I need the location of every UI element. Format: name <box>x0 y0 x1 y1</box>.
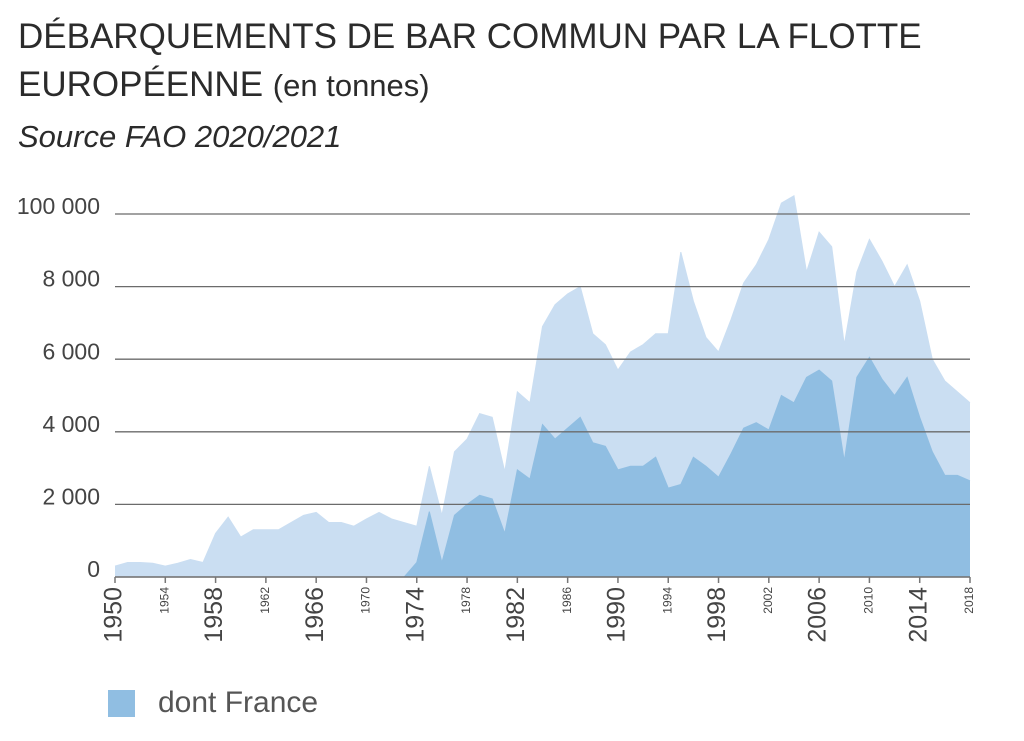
x-tick-label: 1962 <box>258 587 272 614</box>
area-line <box>114 195 971 567</box>
x-tick-label: 1982 <box>502 587 530 643</box>
x-tick-label: 1990 <box>603 587 631 643</box>
y-tick-label: 4 000 <box>42 411 100 437</box>
x-tick-label: 1970 <box>359 587 373 614</box>
chart-subtitle: Source FAO 2020/2021 <box>18 119 341 154</box>
x-tick-label: 1998 <box>703 587 731 643</box>
x-tick-label: 1978 <box>459 587 473 614</box>
x-tick-label: 1966 <box>301 587 329 643</box>
legend-label: dont France <box>158 686 318 719</box>
chart-title: DÉBARQUEMENTS DE BAR COMMUN PAR LA FLOTT… <box>18 17 922 56</box>
x-tick-label: 2014 <box>904 587 932 643</box>
x-tick-label: 1954 <box>157 587 171 614</box>
y-tick-label: 8 000 <box>42 266 100 292</box>
x-tick-label: 1958 <box>200 587 228 643</box>
area-line <box>403 356 971 578</box>
legend-swatch <box>108 690 135 717</box>
title-unit: (en tonnes) <box>273 68 430 103</box>
chart-title: EUROPÉENNE <box>18 65 263 104</box>
x-tick-label: 2006 <box>804 587 832 643</box>
x-tick-label: 1950 <box>100 587 128 643</box>
y-tick-label: 6 000 <box>42 338 100 364</box>
x-tick-label: 1994 <box>660 587 674 614</box>
x-tick-label: 1974 <box>401 587 429 643</box>
y-tick-label: 2 000 <box>42 483 100 509</box>
y-tick-label: 0 <box>87 556 100 582</box>
x-tick-label: 2002 <box>761 587 775 614</box>
x-tick-label: 2010 <box>862 587 876 614</box>
x-tick-label: 1986 <box>560 587 574 614</box>
x-tick-label: 2018 <box>962 587 976 614</box>
chart-title: EUROPÉENNE (en tonnes) <box>18 65 430 104</box>
area-fill <box>404 357 970 577</box>
y-tick-label: 100 000 <box>17 193 100 219</box>
